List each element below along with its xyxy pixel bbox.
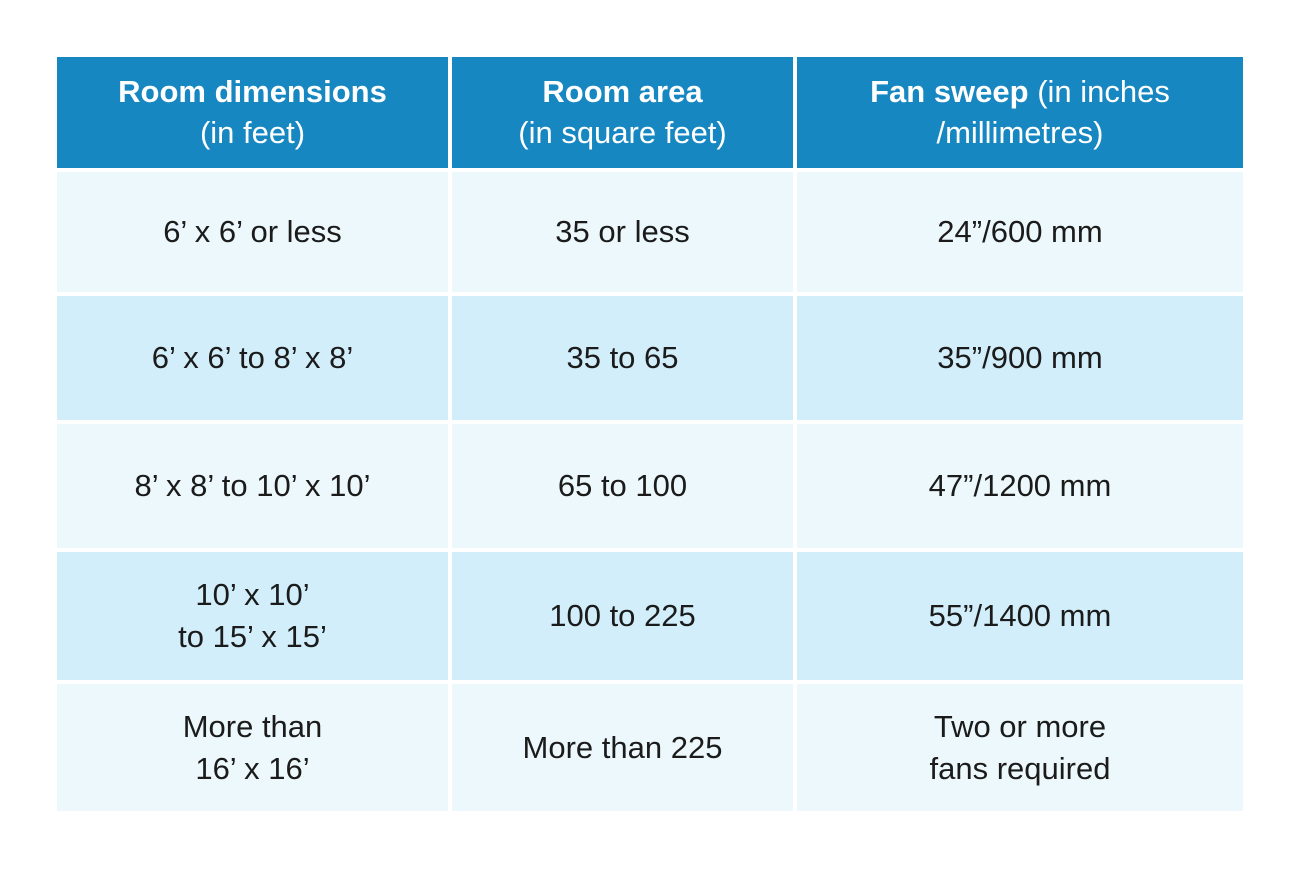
cell-r4-room-dimensions: 10’ x 10’ to 15’ x 15’ (57, 552, 448, 680)
cell-r3-room-area: 65 to 100 (452, 424, 793, 548)
cell-r2-fan-sweep: 35”/900 mm (797, 296, 1243, 420)
header-fan-sweep-text: Fan sweep (in inches /millimetres) (870, 72, 1170, 153)
cell-r5-room-dimensions: More than 16’ x 16’ (57, 684, 448, 811)
cell-r2-room-area: 35 to 65 (452, 296, 793, 420)
header-fan-sweep-unit: (in inches /millimetres) (936, 74, 1170, 150)
cell-r5-fan-sweep: Two or more fans required (797, 684, 1243, 811)
cell-r3-fan-sweep: 47”/1200 mm (797, 424, 1243, 548)
cell-r1-room-dimensions: 6’ x 6’ or less (57, 172, 448, 292)
header-room-dimensions: Room dimensions (in feet) (57, 57, 448, 168)
header-room-dimensions-unit: (in feet) (199, 114, 306, 150)
cell-r5-room-area: More than 225 (452, 684, 793, 811)
cell-r1-room-area: 35 or less (452, 172, 793, 292)
header-fan-sweep: Fan sweep (in inches /millimetres) (797, 57, 1243, 168)
cell-r4-fan-sweep: 55”/1400 mm (797, 552, 1243, 680)
cell-r2-room-dimensions: 6’ x 6’ to 8’ x 8’ (57, 296, 448, 420)
cell-r3-room-dimensions: 8’ x 8’ to 10’ x 10’ (57, 424, 448, 548)
cell-r1-fan-sweep: 24”/600 mm (797, 172, 1243, 292)
header-room-area-unit: (in square feet) (518, 114, 727, 150)
header-room-area-title: Room area (542, 74, 703, 110)
header-room-dimensions-title: Room dimensions (118, 74, 387, 110)
cell-r4-room-area: 100 to 225 (452, 552, 793, 680)
header-room-area: Room area (in square feet) (452, 57, 793, 168)
fan-sweep-table: Room dimensions (in feet) Room area (in … (57, 57, 1243, 811)
header-fan-sweep-title: Fan sweep (870, 74, 1029, 110)
